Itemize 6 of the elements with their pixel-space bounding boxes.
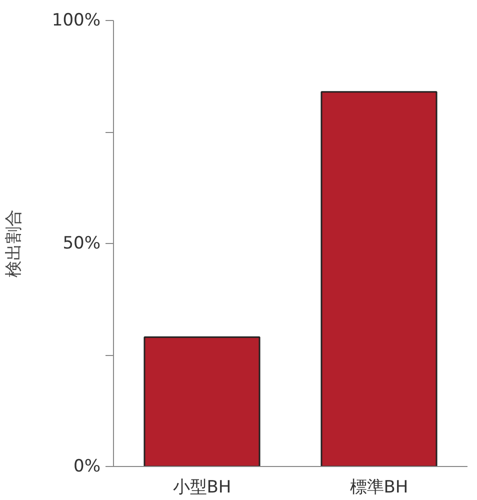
y-axis-title: 検出割合: [4, 210, 24, 278]
y-tick-label: 100%: [52, 10, 101, 30]
y-tick-label: 50%: [62, 234, 101, 254]
x-tick-label: 標準BH: [350, 478, 408, 498]
y-tick-label: 0%: [74, 456, 101, 476]
x-tick-label: 小型BH: [172, 478, 232, 498]
